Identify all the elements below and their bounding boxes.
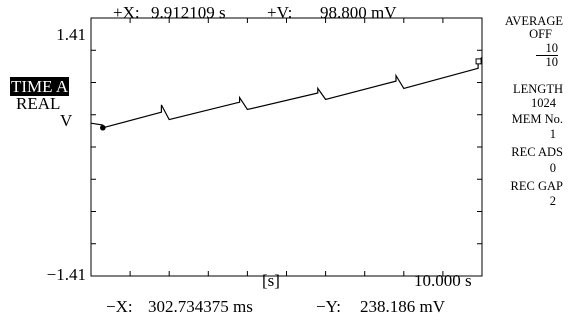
minus-cursor-marker [100,124,106,131]
rec-gap-label: REC GAP [510,179,563,193]
average-count: 10 10 [536,42,558,68]
rec-ads-label: REC ADS [511,145,563,159]
mem-value: 1 [549,127,556,141]
y-bottom-label: −1.41 [46,265,86,284]
minus-y-label: −Y: [316,297,342,316]
plot-frame [90,17,483,277]
length-label: LENGTH [513,82,563,96]
mem-label: MEM No. [511,112,563,126]
fraction-bar [536,54,558,56]
waveform-trace [90,56,483,129]
average-value: OFF [529,27,552,41]
average-label: AVERAGE [504,14,563,28]
x-unit-label: [s] [262,271,280,290]
rec-ads-value: 0 [549,161,556,175]
plus-v-value: 98.800 mV [320,3,397,22]
plus-cursor-marker [475,58,482,65]
minus-x-label: −X: [106,297,133,316]
minus-x-value: 302.734375 ms [148,297,253,316]
plus-x-label: +X: [113,3,140,22]
plus-x-value: 9.912109 s [151,3,226,22]
series-line-0 [90,56,483,129]
average-numerator: 10 [545,41,559,55]
rec-gap-value: 2 [549,194,556,208]
length-value: 1024 [531,96,556,110]
axis-ticks [91,18,482,276]
unit-label: V [60,111,73,130]
cursor-markers [100,58,482,131]
plus-v-label: +V: [267,3,293,22]
average-denominator: 10 [545,54,559,69]
mode-selected[interactable]: TIME A [10,77,70,96]
mode-type[interactable]: REAL [16,94,61,113]
plot-border [90,17,483,277]
y-top-label: 1.41 [56,25,86,44]
x-end-label: 10.000 s [414,271,472,290]
minus-y-value: 238.186 mV [360,297,445,316]
